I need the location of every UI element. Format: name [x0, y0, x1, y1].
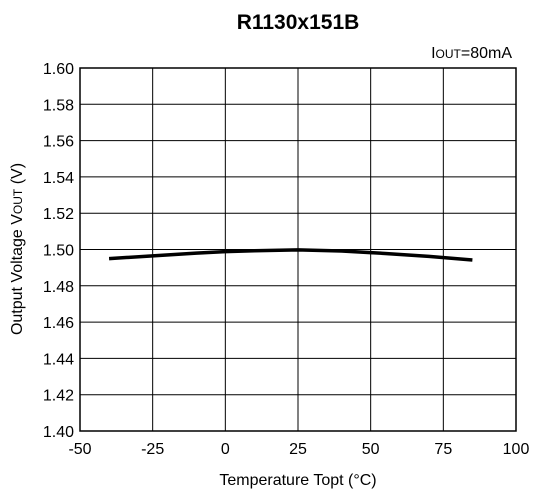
condition-annotation: IOUT=80mA [431, 45, 512, 62]
y-tick-label: 1.44 [43, 351, 74, 368]
x-tick-label: 25 [289, 441, 307, 458]
x-tick-label: -25 [141, 441, 164, 458]
y-tick-labels: 1.40 1.42 1.44 1.46 1.48 1.50 1.52 1.54 1.56 1.58… [43, 61, 74, 441]
x-tick-label: 75 [434, 441, 452, 458]
annotation-subscript: OUT [436, 47, 462, 61]
y-tick-label: 1.52 [43, 206, 74, 223]
series-layer [108, 248, 473, 262]
y-tick-label: 1.48 [43, 279, 74, 296]
y-tick-label: 1.54 [43, 170, 74, 187]
annotation-main: I [431, 45, 435, 62]
x-tick-labels: -50 -25 0 25 50 75 100 [68, 441, 529, 458]
y-axis-label: Output Voltage VOUT (V) [9, 163, 26, 335]
x-tick-label: 50 [362, 441, 380, 458]
x-tick-label: 0 [221, 441, 230, 458]
y-tick-label: 1.46 [43, 315, 74, 332]
y-tick-label: 1.42 [43, 388, 74, 405]
y-axis-label-main: Output Voltage V [9, 214, 26, 335]
y-axis-label-subscript: OUT [11, 188, 25, 214]
x-tick-label: -50 [68, 441, 91, 458]
y-axis-label-rest: (V) [9, 163, 26, 189]
chart-title: R1130x151B [237, 11, 360, 34]
annotation-rest: =80mA [461, 45, 512, 62]
y-tick-label: 1.56 [43, 134, 74, 151]
y-tick-label: 1.58 [43, 97, 74, 114]
x-axis-label: Temperature Topt (°C) [219, 472, 376, 489]
y-tick-label: 1.50 [43, 243, 74, 260]
series-line [108, 248, 473, 262]
y-tick-label: 1.40 [43, 424, 74, 441]
y-tick-label: 1.60 [43, 61, 74, 78]
plot-frame [79, 67, 517, 432]
x-tick-label: 100 [503, 441, 530, 458]
